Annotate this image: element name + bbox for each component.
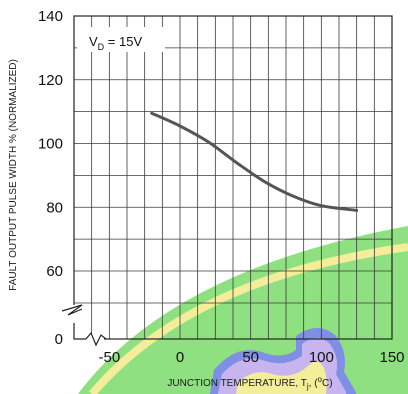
overlay-blob-yellow	[236, 361, 327, 394]
x-tick-label: 50	[242, 349, 259, 366]
x-tick-label: 0	[176, 349, 184, 366]
axis-break-gap-bottom	[86, 333, 104, 345]
x-tick-label: 100	[309, 349, 334, 366]
plot-border	[73, 15, 393, 340]
series-group	[150, 111, 359, 212]
x-axis-title: JUNCTION TEMPERATURE, Tj, (oC)	[167, 375, 332, 391]
axis-break-zigzag-left	[61, 304, 83, 316]
y-tick-label: 120	[38, 72, 63, 89]
y-tick-label: 60	[46, 263, 63, 280]
x-tick-label: 150	[379, 349, 404, 366]
overlay-yellow-arc	[88, 243, 408, 394]
series-line-0	[150, 111, 359, 212]
x-tick-label: -50	[98, 349, 120, 366]
y-tick-labels: 60 80 100 120 140 0	[38, 8, 63, 348]
y-tick-label: 140	[38, 8, 63, 25]
y-tick-label-origin: 0	[55, 331, 63, 348]
axis-break-gap	[68, 305, 80, 323]
axis-break-zigzag-bottom	[85, 331, 107, 347]
annotation-label: VD = 15V	[89, 34, 142, 52]
plot-frame	[73, 15, 393, 340]
x-tick-labels: -50 0 50 100 150	[98, 349, 404, 366]
annotation-backdrop	[77, 27, 165, 52]
axis-break-mark	[61, 304, 107, 347]
y-tick-label: 100	[38, 136, 63, 153]
y-tick-label: 80	[46, 199, 63, 216]
decorative-overlay	[78, 226, 408, 394]
y-axis-title: FAULT OUTPUT PULSE WIDTH % (NORMALIZED)	[8, 59, 19, 291]
